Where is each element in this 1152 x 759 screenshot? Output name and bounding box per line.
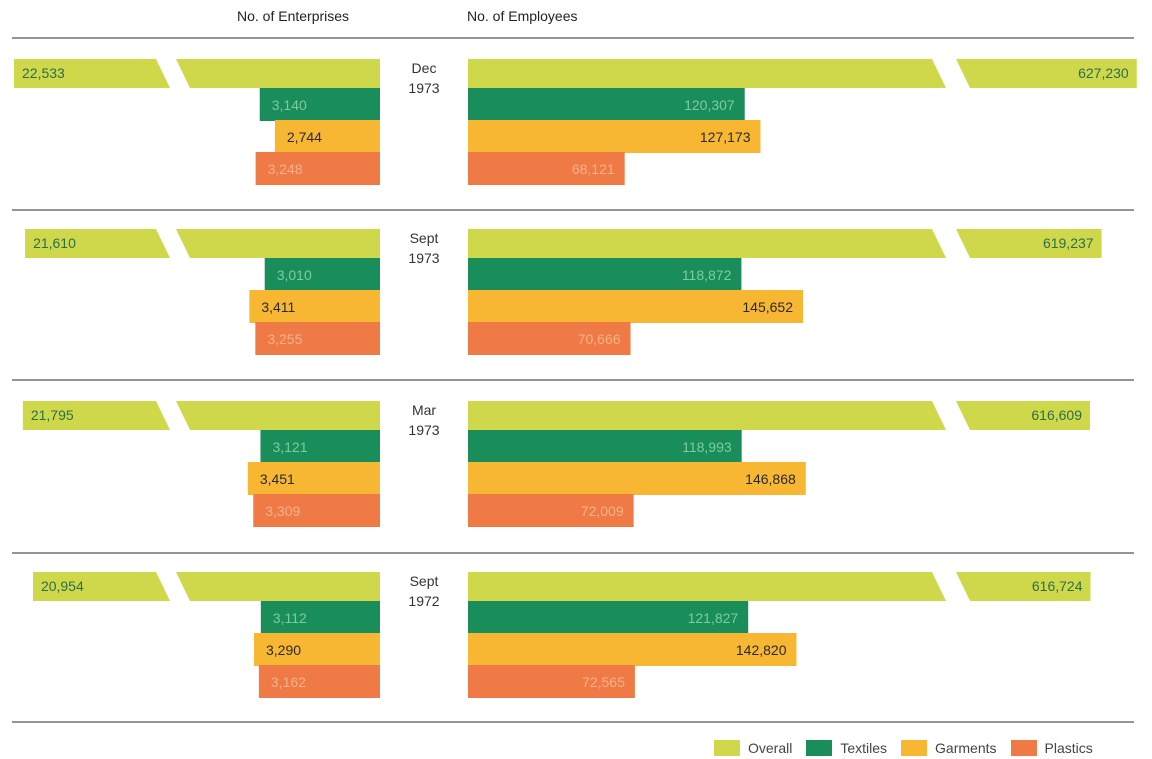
label-plastics-employees: 68,121 <box>572 161 615 177</box>
label-garments-employees: 145,652 <box>742 299 793 315</box>
label-plastics-enterprises: 3,162 <box>271 674 306 690</box>
label-textiles-enterprises: 3,121 <box>272 439 307 455</box>
period-label: 1973 <box>408 250 439 266</box>
label-plastics-enterprises: 3,309 <box>265 503 300 519</box>
bar-overall-employees <box>468 572 946 601</box>
bar-overall-enterprises <box>176 401 380 430</box>
bar-plastics-enterprises <box>255 322 380 355</box>
label-overall-employees: 616,724 <box>1032 578 1083 594</box>
enterprises-header: No. of Enterprises <box>237 8 350 24</box>
bar-overall-employees-break <box>956 229 1102 258</box>
legend: Overall Textiles Garments Plastics <box>714 739 1093 757</box>
bar-overall-enterprises-break <box>14 59 170 88</box>
bar-plastics-enterprises <box>258 665 380 698</box>
bar-overall-enterprises <box>176 229 380 258</box>
label-plastics-employees: 72,565 <box>582 674 625 690</box>
label-garments-employees: 127,173 <box>700 129 751 145</box>
label-plastics-enterprises: 3,248 <box>268 161 303 177</box>
bar-textiles-employees <box>468 601 749 634</box>
bar-overall-enterprises <box>176 59 380 88</box>
bar-garments-enterprises <box>253 633 380 666</box>
bar-overall-enterprises <box>176 572 380 601</box>
legend-swatch-overall <box>714 740 740 756</box>
legend-label-plastics: Plastics <box>1044 740 1093 756</box>
bar-plastics-employees <box>468 665 635 698</box>
bar-overall-employees-break <box>956 572 1091 601</box>
bar-plastics-employees <box>468 494 634 527</box>
label-textiles-employees: 120,307 <box>684 97 735 113</box>
bar-overall-enterprises-break <box>25 229 170 258</box>
bar-garments-enterprises <box>249 290 380 323</box>
period-label: Sept <box>410 230 439 246</box>
bar-textiles-enterprises <box>260 430 380 463</box>
bar-textiles-employees <box>468 430 742 463</box>
legend-swatch-textiles <box>806 740 833 756</box>
legend-label-garments: Garments <box>935 740 997 756</box>
bar-garments-enterprises <box>247 462 380 495</box>
label-plastics-employees: 70,666 <box>578 331 621 347</box>
label-overall-employees: 627,230 <box>1078 65 1129 81</box>
bar-textiles-enterprises <box>259 88 380 121</box>
label-textiles-employees: 118,872 <box>682 267 732 283</box>
label-garments-enterprises: 3,451 <box>260 471 295 487</box>
period-label: 1973 <box>408 80 439 96</box>
legend-label-textiles: Textiles <box>840 740 888 756</box>
label-garments-enterprises: 2,744 <box>287 129 322 145</box>
label-textiles-employees: 118,993 <box>682 439 732 455</box>
bar-textiles-enterprises <box>264 258 380 291</box>
bar-textiles-employees <box>468 88 745 121</box>
label-textiles-enterprises: 3,112 <box>273 610 307 626</box>
legend-item-garments: Garments <box>901 740 997 756</box>
label-overall-enterprises: 22,533 <box>22 65 65 81</box>
legend-swatch-garments <box>901 740 928 756</box>
label-garments-employees: 146,868 <box>745 471 796 487</box>
bar-overall-employees-break <box>956 401 1090 430</box>
bar-overall-employees-break <box>956 59 1137 88</box>
label-textiles-enterprises: 3,010 <box>277 267 312 283</box>
label-textiles-enterprises: 3,140 <box>272 97 307 113</box>
bar-garments-employees <box>468 120 761 153</box>
bar-textiles-employees <box>468 258 742 291</box>
legend-item-overall: Overall <box>714 740 792 756</box>
period-label: Dec <box>412 60 437 76</box>
bar-overall-employees <box>468 59 946 88</box>
bar-overall-enterprises-break <box>22 401 170 430</box>
label-plastics-enterprises: 3,255 <box>267 331 302 347</box>
period-label: 1973 <box>408 422 439 438</box>
period-label: Mar <box>412 402 436 418</box>
bar-garments-enterprises <box>274 120 380 153</box>
bar-textiles-enterprises <box>260 601 380 634</box>
bar-overall-enterprises-break <box>32 572 171 601</box>
bar-plastics-employees <box>468 322 631 355</box>
label-overall-enterprises: 21,610 <box>33 235 76 251</box>
label-garments-enterprises: 3,290 <box>266 642 301 658</box>
bar-garments-employees <box>468 633 797 666</box>
label-garments-employees: 142,820 <box>736 642 787 658</box>
label-garments-enterprises: 3,411 <box>261 299 295 315</box>
label-overall-employees: 616,609 <box>1031 407 1082 423</box>
bar-plastics-employees <box>468 152 625 185</box>
bar-plastics-enterprises <box>255 152 380 185</box>
bar-plastics-enterprises <box>253 494 380 527</box>
bar-garments-employees <box>468 290 803 323</box>
period-label: 1972 <box>408 593 439 609</box>
industry-chart: Dec 1973 22,533 627,230 3,140 120,307 2,744 127… <box>12 37 1137 723</box>
legend-item-plastics: Plastics <box>1010 740 1093 756</box>
bar-overall-employees <box>468 229 946 258</box>
label-plastics-employees: 72,009 <box>581 503 624 519</box>
period-label: Sept <box>410 573 439 589</box>
legend-label-overall: Overall <box>748 740 793 756</box>
label-overall-enterprises: 20,954 <box>41 578 84 594</box>
legend-item-textiles: Textiles <box>806 740 887 756</box>
employees-header: No. of Employees <box>467 8 578 24</box>
legend-swatch-plastics <box>1010 740 1037 756</box>
bar-garments-employees <box>468 462 806 495</box>
label-overall-employees: 619,237 <box>1043 235 1094 251</box>
label-overall-enterprises: 21,795 <box>31 407 74 423</box>
bar-overall-employees <box>468 401 946 430</box>
label-textiles-employees: 121,827 <box>688 610 739 626</box>
